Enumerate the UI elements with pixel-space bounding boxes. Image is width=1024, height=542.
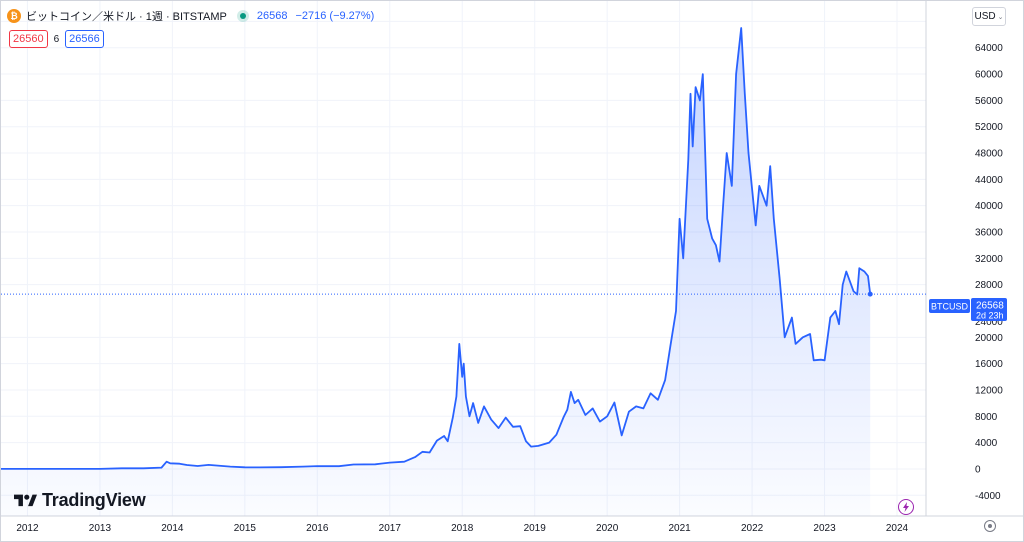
currency-label: USD [974, 11, 996, 22]
y-tick-label: 16000 [975, 359, 1003, 370]
x-tick-label: 2024 [886, 523, 909, 534]
y-tick-label: 0 [975, 464, 981, 475]
spread-value: 6 [53, 33, 60, 45]
x-tick-label: 2021 [668, 523, 691, 534]
quote-row: 26560 6 26566 [9, 30, 104, 48]
last-price-dot [867, 291, 873, 297]
y-tick-label: 36000 [975, 228, 1003, 239]
y-tick-label: 64000 [975, 43, 1003, 54]
y-tick-label: 4000 [975, 438, 998, 449]
bitcoin-icon: ₿ [7, 9, 21, 23]
x-tick-label: 2016 [306, 523, 329, 534]
symbol-badge-bg [929, 299, 970, 313]
buy-price-box[interactable]: 26566 [65, 30, 104, 48]
currency-selector[interactable]: USD ⌄ [972, 7, 1006, 26]
price-badge: 26568 [976, 301, 1004, 312]
y-tick-label: 8000 [975, 412, 998, 423]
y-tick-label: 12000 [975, 385, 1003, 396]
x-tick-label: 2019 [524, 523, 547, 534]
price-badge-bg [971, 298, 1007, 321]
price-axis[interactable]: -4000 0 4000 8000 12000 16000 20000 28000 32000 3… [975, 17, 1003, 502]
x-tick-label: 2013 [89, 523, 112, 534]
sell-price-box[interactable]: 26560 [9, 30, 48, 48]
chart-legend[interactable]: ₿ ビットコイン／米ドル · 1週 · BITSTAMP 26568 −2716… [7, 8, 374, 24]
x-tick-label: 2018 [451, 523, 474, 534]
y-tick-label: 60000 [975, 70, 1003, 81]
y-tick-label: 52000 [975, 122, 1003, 133]
y-tick-label: 28000 [975, 280, 1003, 291]
price-area-fill [1, 28, 871, 516]
symbol-title[interactable]: ビットコイン／米ドル · 1週 · BITSTAMP [26, 11, 227, 23]
y-tick-label: 20000 [975, 333, 1003, 344]
y-tick-label: 48000 [975, 149, 1003, 160]
y-tick-label: 44000 [975, 175, 1003, 186]
price-change: −2716 (−9.27%) [295, 10, 375, 22]
x-tick-label: 2017 [379, 523, 402, 534]
y-tick-label: 32000 [975, 254, 1003, 265]
x-tick-label: 2014 [161, 523, 184, 534]
y-tick-label: 40000 [975, 201, 1003, 212]
chevron-down-icon: ⌄ [997, 13, 1004, 21]
partial-price-tick: 24000 [975, 317, 1003, 328]
settings-icon[interactable] [984, 520, 996, 532]
tradingview-logo-icon [14, 494, 37, 506]
x-tick-label: 2023 [813, 523, 836, 534]
symbol-badge: BTCUSD [931, 302, 969, 312]
lightning-glyph [903, 502, 909, 512]
x-tick-label: 2020 [596, 523, 619, 534]
tradingview-wordmark: TradingView [42, 490, 146, 510]
countdown-badge: 2d 23h [976, 311, 1004, 321]
grid-layer [1, 1, 926, 516]
x-tick-label: 2022 [741, 523, 764, 534]
live-status-dot [239, 13, 246, 19]
lightning-icon[interactable] [898, 499, 914, 515]
last-price: 26568 [256, 10, 288, 22]
time-axis[interactable]: 2012 2013 2014 2015 2016 2017 2018 2019 2020 2021… [16, 523, 908, 534]
price-label-badge: BTCUSD 26568 2d 23h [929, 298, 1007, 321]
tradingview-logo[interactable]: TradingView [14, 490, 146, 511]
price-line [1, 27, 872, 470]
x-tick-label: 2012 [16, 523, 39, 534]
y-tick-label: -4000 [975, 491, 1001, 502]
x-tick-label: 2015 [234, 523, 257, 534]
y-tick-label: 56000 [975, 96, 1003, 107]
